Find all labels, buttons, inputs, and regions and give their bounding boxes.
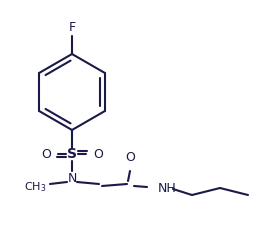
Text: O: O [125,151,135,164]
Text: O: O [93,147,103,161]
Text: N: N [67,171,77,185]
Text: O: O [41,147,51,161]
Text: NH: NH [158,182,177,194]
Text: CH$_3$: CH$_3$ [24,180,46,194]
Text: S: S [67,147,77,161]
Text: F: F [68,21,76,34]
